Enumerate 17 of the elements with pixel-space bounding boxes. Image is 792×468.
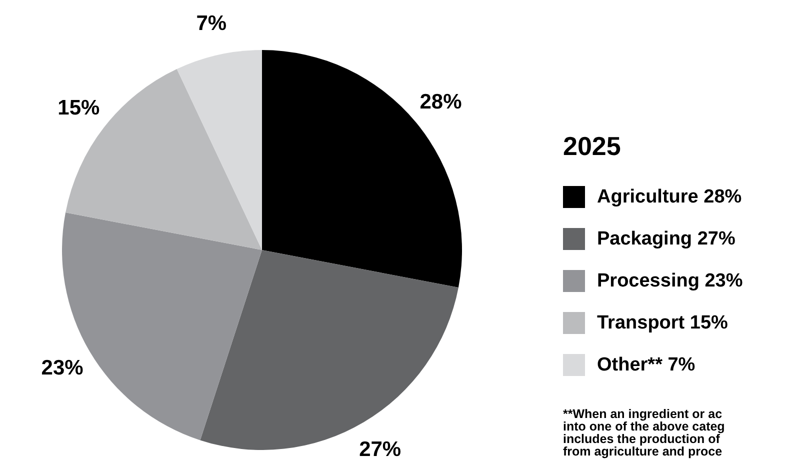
data-label: 7% — [196, 12, 227, 36]
data-label: 23% — [41, 356, 84, 380]
data-label: 28% — [420, 90, 462, 114]
legend-label: Other** 7% — [597, 354, 696, 376]
text: 2025 — [563, 131, 621, 161]
data-label: 27% — [359, 438, 402, 462]
text: into one of the above categ — [563, 420, 725, 434]
text: includes the production of — [563, 432, 721, 446]
text: **When an ingredient or ac — [563, 407, 722, 421]
legend-label: Processing 23% — [597, 270, 743, 292]
text: from agriculture and proce — [563, 444, 722, 458]
data-label: 15% — [58, 96, 100, 120]
pie-slice — [176, 50, 262, 250]
legend-label: Agriculture 28% — [597, 186, 742, 208]
legend-label: Packaging 27% — [597, 228, 736, 250]
legend-label: Transport 15% — [597, 312, 728, 334]
pie-slice — [262, 50, 462, 288]
